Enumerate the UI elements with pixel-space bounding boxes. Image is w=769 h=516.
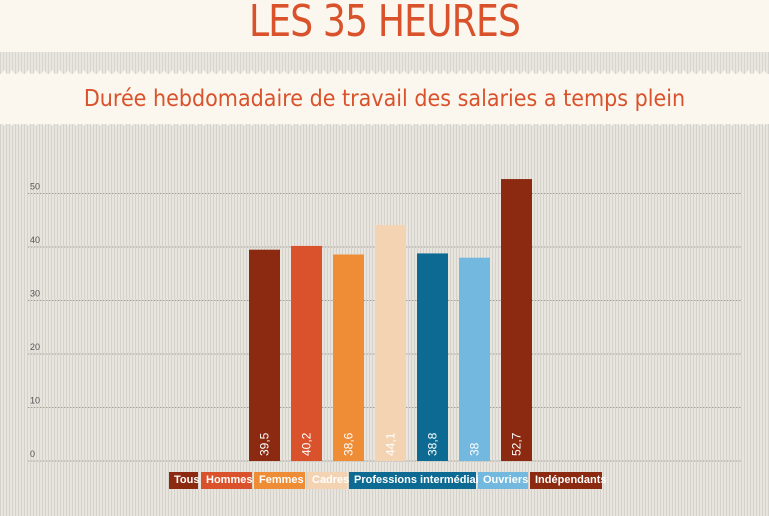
chart-legend: Tous Hommes Femmes Cadres Professions interm… <box>0 472 769 490</box>
y-tick-label: 10 <box>30 396 40 406</box>
y-tick-label: 50 <box>30 182 40 192</box>
bar <box>459 257 490 461</box>
legend-item: Cadres <box>307 472 349 489</box>
bar <box>501 179 532 461</box>
bar-value-label: 44,1 <box>384 432 398 456</box>
legend-item: Hommes <box>201 472 252 489</box>
title-band: LES 35 HEURES <box>0 0 769 48</box>
bar-value-label: 38,8 <box>426 432 440 456</box>
stripe-band <box>0 52 769 74</box>
bar-value-label: 38,6 <box>342 432 356 456</box>
zigzag-top-divider <box>0 46 769 52</box>
legend-item: Professions intermédiaires <box>349 472 495 489</box>
bar-value-label: 39,5 <box>258 432 272 456</box>
y-tick-label: 0 <box>30 449 35 459</box>
legend-item: Indépendants <box>530 472 607 489</box>
bar <box>333 254 364 461</box>
bar-value-label: 40,2 <box>300 432 314 456</box>
chart-area: 0 10 20 30 40 50 39,5 40,2 38,6 44,1 38,8 38 52,7 <box>0 124 769 516</box>
bar-value-label: 52,7 <box>510 432 524 456</box>
bar <box>375 225 406 461</box>
bar <box>249 249 280 461</box>
legend-item: Ouvriers <box>478 472 528 489</box>
bar-chart: 0 10 20 30 40 50 39,5 40,2 38,6 44,1 38,8 38 52,7 <box>28 179 742 462</box>
y-tick-label: 40 <box>30 235 40 245</box>
zigzag-chart-divider <box>0 120 769 126</box>
chart-subtitle: Durée hebdomadaire de travail des salari… <box>83 86 686 112</box>
zigzag-subtitle-divider <box>0 70 769 76</box>
bar <box>417 253 448 461</box>
legend-item: Femmes <box>254 472 305 489</box>
bar <box>291 245 322 461</box>
subtitle-band: Durée hebdomadaire de travail des salari… <box>0 74 769 124</box>
y-tick-label: 30 <box>30 289 40 299</box>
bar-value-label: 38 <box>468 442 482 456</box>
y-tick-label: 20 <box>30 342 40 352</box>
page-title: LES 35 HEURES <box>248 0 521 47</box>
legend-item: Tous <box>169 472 199 489</box>
